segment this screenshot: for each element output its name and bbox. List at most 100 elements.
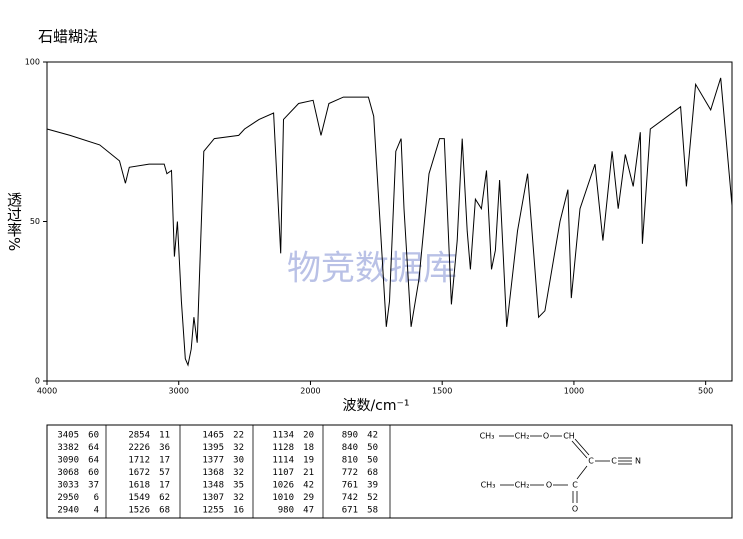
table-cell: 2950 (57, 493, 79, 503)
table-cell: 6 (94, 493, 99, 503)
table-cell: 1255 (202, 506, 224, 516)
table-cell: 890 (342, 431, 358, 441)
table-cell: 17 (159, 481, 170, 491)
table-cell: 22 (233, 431, 244, 441)
table-cell: 62 (159, 493, 170, 503)
table-cell: 64 (88, 443, 99, 453)
table-cell: 1348 (202, 481, 224, 491)
table-cell: 3405 (57, 431, 79, 441)
table-cell: 58 (367, 506, 378, 516)
table-frame (46, 424, 733, 519)
atom-label: C (588, 457, 594, 466)
table-cell: 42 (303, 481, 314, 491)
atom-label: CH₂ (515, 432, 530, 441)
table-cell: 21 (303, 468, 314, 478)
table-cell: 1672 (128, 468, 150, 478)
table-cell: 18 (303, 443, 314, 453)
table-cell: 980 (278, 506, 294, 516)
table-cell: 1465 (202, 431, 224, 441)
x-axis-label: 波数/cm⁻¹ (342, 398, 409, 414)
table-cell: 1307 (202, 493, 224, 503)
table-cell: 50 (367, 456, 378, 466)
table-cell: 35 (233, 481, 244, 491)
atom-label: C (572, 481, 578, 490)
table-cell: 50 (367, 443, 378, 453)
y-tick-label: 0 (35, 377, 40, 386)
table-cell: 2226 (128, 443, 150, 453)
atom-label: CH₂ (515, 481, 530, 490)
atom-label: N (635, 457, 641, 466)
table-cell: 1128 (272, 443, 294, 453)
structure: CH₃ CH₂ O CH C C N CH₃ CH₂ O C O (480, 432, 641, 514)
table-cell: 64 (88, 456, 99, 466)
table-cell: 3033 (57, 481, 79, 491)
table-cell: 2854 (128, 431, 150, 441)
table-cell: 2940 (57, 506, 79, 516)
table-cell: 17 (159, 456, 170, 466)
table-cell: 20 (303, 431, 314, 441)
table-cell: 60 (88, 431, 99, 441)
table-cell: 1712 (128, 456, 150, 466)
atom-label: O (546, 481, 552, 490)
atom-label: CH (563, 432, 575, 441)
y-tick-label: 100 (25, 58, 40, 67)
table-cell: 19 (303, 456, 314, 466)
table-cell: 16 (233, 506, 244, 516)
table-cell: 671 (342, 506, 358, 516)
atom-label: O (543, 432, 549, 441)
table-cell: 36 (159, 443, 170, 453)
x-tick-label: 1500 (432, 387, 452, 396)
table-cell: 60 (88, 468, 99, 478)
table-cell: 37 (88, 481, 99, 491)
bond (574, 438, 590, 456)
atom-label: C (611, 457, 617, 466)
atom-label: O (572, 505, 578, 514)
table-cell: 1026 (272, 481, 294, 491)
table-cell: 3068 (57, 468, 79, 478)
y-axis-label: 透过率% (5, 192, 23, 251)
chart-title: 石蜡糊法 (38, 28, 98, 46)
table-cell: 3090 (57, 456, 79, 466)
table-cell: 4 (94, 506, 99, 516)
table-cell: 772 (342, 468, 358, 478)
x-tick-label: 1000 (564, 387, 584, 396)
table-cell: 840 (342, 443, 358, 453)
table-cell: 1395 (202, 443, 224, 453)
x-tick-label: 2000 (300, 387, 320, 396)
table-cell: 68 (367, 468, 378, 478)
y-tick-label: 50 (30, 217, 40, 226)
table-cell: 32 (233, 493, 244, 503)
table-cell: 29 (303, 493, 314, 503)
watermark: 物竞数据库 (287, 249, 457, 289)
table-cell: 11 (159, 431, 170, 441)
bond (576, 465, 588, 480)
table-cell: 1526 (128, 506, 150, 516)
table-cell: 810 (342, 456, 358, 466)
table-cell: 1114 (272, 456, 294, 466)
spectrum-line (46, 77, 733, 367)
x-tick-label: 4000 (37, 387, 57, 396)
table-cell: 1010 (272, 493, 294, 503)
table-cell: 47 (303, 506, 314, 516)
plot-frame (46, 61, 733, 382)
table-cell: 742 (342, 493, 358, 503)
table-cell: 1549 (128, 493, 150, 503)
x-tick-label: 3000 (169, 387, 189, 396)
bond (571, 440, 588, 459)
table-cell: 57 (159, 468, 170, 478)
table-cell: 761 (342, 481, 358, 491)
table-cell: 39 (367, 481, 378, 491)
table-cell: 32 (233, 468, 244, 478)
x-tick-label: 500 (698, 387, 713, 396)
table-cell: 1134 (272, 431, 294, 441)
atom-label: CH₃ (480, 432, 495, 441)
atom-label: CH₃ (481, 481, 496, 490)
table-cell: 68 (159, 506, 170, 516)
table-cell: 30 (233, 456, 244, 466)
table-cell: 1107 (272, 468, 294, 478)
table-cell: 1618 (128, 481, 150, 491)
table-cell: 32 (233, 443, 244, 453)
table-cell: 52 (367, 493, 378, 503)
